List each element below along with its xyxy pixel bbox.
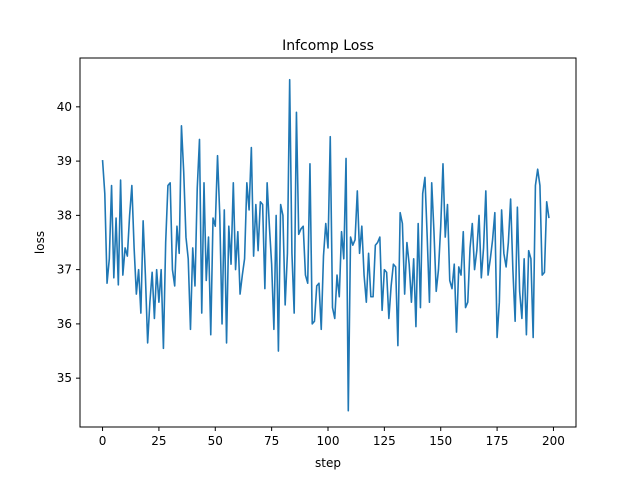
series-line-0	[101, 78, 550, 412]
y-tick-label: 35	[57, 371, 72, 385]
x-tick-label: 200	[542, 434, 565, 448]
y-axis-ticks: 35 36 37 38 39 40	[57, 100, 80, 385]
x-tick-label: 50	[208, 434, 223, 448]
x-tick-label: 175	[486, 434, 509, 448]
x-tick-label: 25	[151, 434, 166, 448]
y-tick-label: 36	[57, 317, 72, 331]
y-tick-label: 38	[57, 208, 72, 222]
plot-area	[101, 78, 550, 412]
chart-title: Infcomp Loss	[282, 38, 374, 54]
x-axis-ticks: 0 25 50 75 100 125 150 175 200	[99, 427, 565, 448]
x-tick-label: 150	[429, 434, 452, 448]
x-tick-label: 75	[264, 434, 279, 448]
y-tick-label: 37	[57, 263, 72, 277]
y-tick-label: 40	[57, 100, 72, 114]
x-tick-label: 100	[317, 434, 340, 448]
y-tick-label: 39	[57, 154, 72, 168]
y-axis-label: loss	[33, 231, 47, 254]
x-axis-label: step	[315, 456, 341, 470]
x-tick-label: 0	[99, 434, 107, 448]
x-tick-label: 125	[373, 434, 396, 448]
